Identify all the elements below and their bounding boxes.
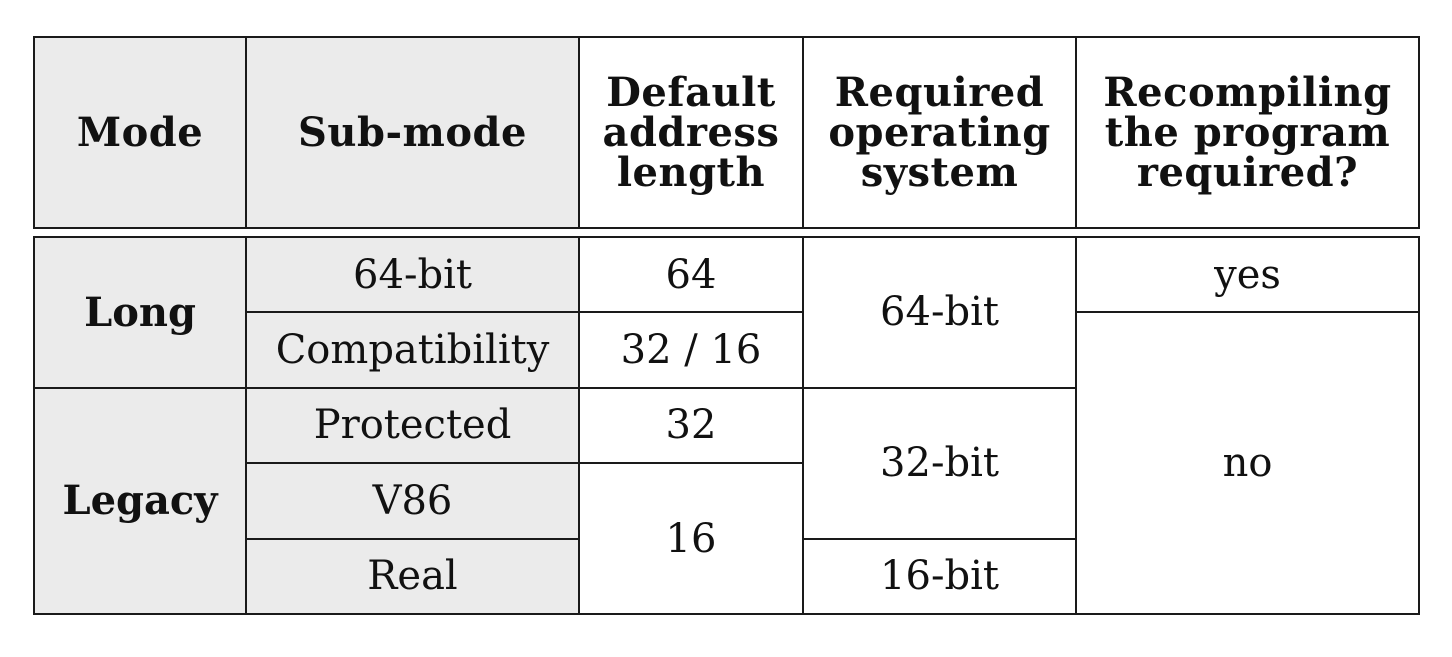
submode-real: Real bbox=[245, 537, 580, 616]
header-address-line-1: Default bbox=[606, 68, 776, 116]
recompile-yes: yes bbox=[1075, 235, 1420, 314]
submode-64bit: 64-bit bbox=[245, 235, 580, 314]
header-recompiling-line-3: required? bbox=[1136, 148, 1359, 196]
address-compatibility: 32 / 16 bbox=[578, 311, 804, 389]
header-os-line-2: operating bbox=[828, 108, 1051, 156]
modes-table: Long 64-bit 64 64-bit yes Compatibility … bbox=[33, 235, 1420, 616]
header-address-line-3: length bbox=[616, 148, 766, 196]
os-legacy-32: 32-bit bbox=[802, 386, 1077, 540]
header-table: Mode Sub-mode Default address length Req… bbox=[33, 36, 1420, 229]
header-recompiling-line-1: Recompiling bbox=[1103, 68, 1392, 116]
table-row: V86 16 bbox=[34, 462, 1419, 615]
table-row: Compatibility 32 / 16 no bbox=[34, 311, 1420, 615]
recompile-no: no bbox=[1075, 311, 1420, 615]
address-64bit: 64 bbox=[578, 235, 804, 314]
table-row: Legacy Protected 32 32-bit bbox=[33, 386, 1419, 616]
table-row: Long 64-bit 64 64-bit yes bbox=[33, 235, 1420, 389]
header-os-line-1: Required bbox=[834, 68, 1045, 116]
header-os-line-3: system bbox=[860, 148, 1019, 196]
submode-protected: Protected bbox=[245, 386, 580, 465]
header-operating-system: Required operating system bbox=[802, 36, 1077, 229]
mode-legacy: Legacy bbox=[33, 386, 247, 616]
header-address-line-2: address bbox=[602, 108, 780, 156]
os-real: 16-bit bbox=[802, 537, 1077, 616]
os-long: 64-bit bbox=[802, 236, 1077, 389]
submode-compatibility: Compatibility bbox=[245, 311, 580, 389]
header-address-length: Default address length bbox=[578, 36, 804, 229]
header-recompiling: Recompiling the program required? bbox=[1075, 36, 1420, 229]
header-recompiling-line-2: the program bbox=[1104, 108, 1391, 156]
header-mode: Mode bbox=[33, 36, 247, 229]
header-row: Mode Sub-mode Default address length Req… bbox=[33, 36, 1420, 229]
mode-long: Long bbox=[33, 236, 247, 389]
table-row: Real 16-bit bbox=[34, 537, 1419, 616]
address-protected: 32 bbox=[578, 386, 804, 465]
header-submode: Sub-mode bbox=[245, 36, 580, 229]
address-16: 16 bbox=[578, 462, 804, 615]
submode-v86: V86 bbox=[245, 462, 580, 540]
